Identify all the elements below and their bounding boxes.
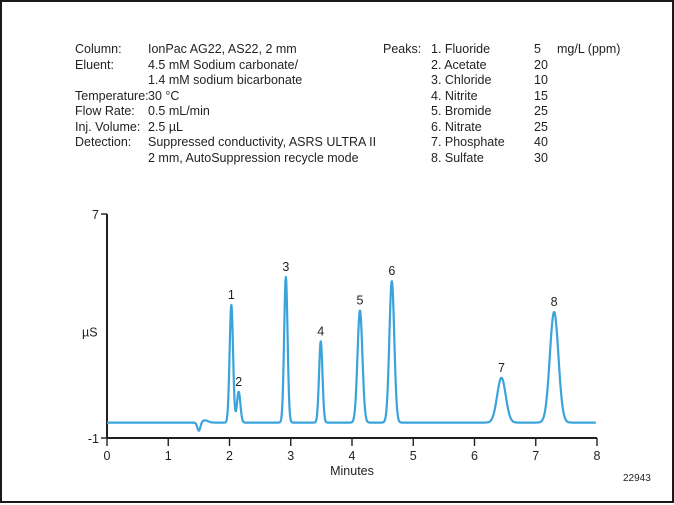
condition-label: Eluent:: [75, 57, 114, 72]
figure-number: 22943: [623, 473, 651, 484]
peak-label: 8: [551, 295, 558, 309]
y-tick-label: -1: [88, 432, 99, 446]
peak-name: 4. Nitrite: [431, 88, 478, 103]
y-axis-label: µS: [82, 326, 98, 340]
chart-axes: 0 1 2 3 4 5 6 7 8 7 -1 Minutes µS: [82, 208, 601, 478]
peak-name: 8. Sulfate: [431, 150, 484, 165]
peak-label: 6: [388, 264, 395, 278]
peak-label: 1: [228, 288, 235, 302]
peak-name: 7. Phosphate: [431, 135, 505, 149]
peak-concentration: 5: [534, 42, 541, 56]
peak-concentration: 10: [534, 73, 548, 87]
peak-label: 7: [498, 361, 505, 375]
condition-value: IonPac AG22, AS22, 2 mm: [148, 42, 297, 56]
peaks-label: Peaks:: [383, 42, 422, 56]
x-tick-label: 3: [287, 449, 294, 463]
chromatogram-trace: [106, 275, 597, 432]
condition-value: 2 mm, AutoSuppression recycle mode: [148, 150, 359, 165]
peak-label: 4: [317, 324, 324, 338]
x-tick-label: 4: [349, 449, 356, 463]
peak-label: 5: [356, 294, 363, 308]
x-tick-label: 6: [471, 449, 478, 463]
peak-labels: 1 2 3 4 5 6 7 8: [228, 260, 558, 389]
condition-value: Suppressed conductivity, ASRS ULTRA II: [148, 135, 377, 149]
condition-label: Inj. Volume:: [75, 119, 141, 134]
condition-value: 30 °C: [148, 88, 180, 103]
peak-name: 3. Chloride: [431, 73, 492, 87]
peak-concentration: 20: [534, 57, 548, 72]
condition-value: 2.5 µL: [148, 119, 184, 134]
peak-name: 6. Nitrate: [431, 119, 482, 134]
peak-name: 2. Acetate: [431, 57, 487, 72]
condition-label: Temperature:: [75, 88, 149, 103]
x-tick-label: 5: [410, 449, 417, 463]
peak-concentration: 25: [534, 119, 548, 134]
x-tick-label: 0: [104, 449, 111, 463]
concentration-unit: mg/L (ppm): [557, 42, 621, 56]
peak-concentration: 30: [534, 150, 548, 165]
condition-value: 1.4 mM sodium bicarbonate: [148, 73, 303, 87]
x-axis-label: Minutes: [330, 464, 374, 478]
peak-label: 3: [282, 260, 289, 274]
x-tick-label: 1: [165, 449, 172, 463]
peak-name: 5. Bromide: [431, 104, 492, 118]
chromatogram-series: [106, 275, 597, 432]
condition-label: Flow Rate:: [75, 104, 135, 118]
condition-label: Column:: [75, 42, 122, 56]
peak-label: 2: [235, 375, 242, 389]
peak-concentration: 40: [534, 135, 548, 149]
x-tick-label: 8: [594, 449, 601, 463]
condition-value: 4.5 mM Sodium carbonate/: [148, 57, 299, 72]
condition-value: 0.5 mL/min: [148, 104, 210, 118]
peak-name: 1. Fluoride: [431, 42, 491, 56]
peak-concentration: 25: [534, 104, 548, 118]
condition-label: Detection:: [75, 135, 132, 149]
x-tick-label: 2: [226, 449, 233, 463]
x-tick-label: 7: [532, 449, 539, 463]
y-tick-label: 7: [92, 208, 99, 222]
peak-concentration: 15: [534, 88, 548, 103]
